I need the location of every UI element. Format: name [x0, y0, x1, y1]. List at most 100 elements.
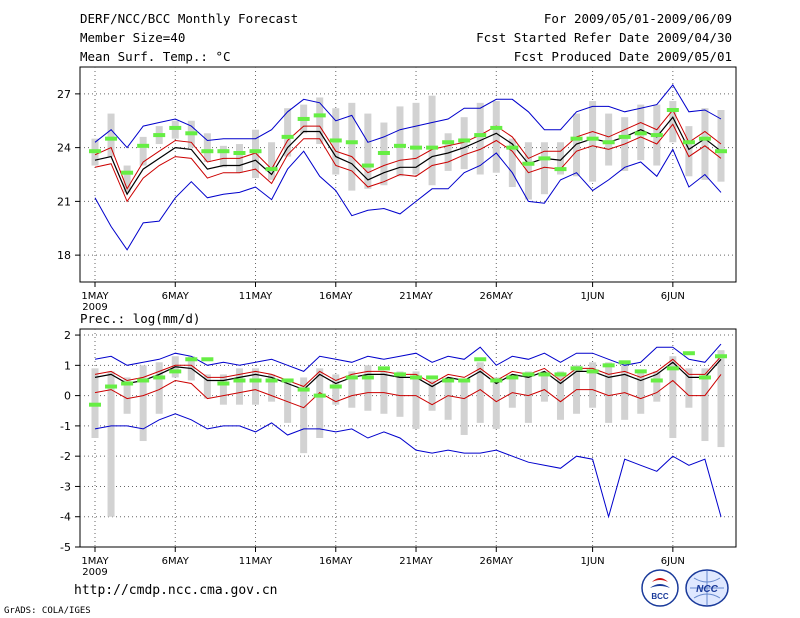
temperature-obs-marker	[377, 151, 390, 155]
precipitation-xtick-label: 11MAY	[239, 556, 273, 567]
temperature-range-box	[219, 145, 227, 168]
temperature-obs-marker	[169, 125, 182, 130]
temperature-obs-marker	[313, 113, 326, 118]
precipitation-range-box	[717, 350, 725, 448]
ncc-logo: NCC	[685, 569, 729, 607]
precipitation-obs-marker	[715, 354, 727, 359]
temperature-range-box	[139, 136, 147, 166]
temperature-range-box	[284, 108, 292, 157]
temperature-range-box	[203, 133, 211, 162]
precipitation-obs-marker	[458, 378, 471, 383]
precipitation-obs-marker	[490, 378, 503, 383]
precipitation-obs-marker	[602, 363, 615, 368]
precipitation-obs-marker	[650, 378, 663, 383]
temperature-obs-marker	[698, 136, 711, 141]
precipitation-obs-marker	[361, 375, 374, 380]
precipitation-xtick-label: 16MAY	[319, 556, 353, 567]
temperature-range-box	[316, 97, 324, 145]
precipitation-obs-marker	[410, 375, 423, 380]
temperature-obs-marker	[522, 161, 535, 166]
temperature-range-box	[717, 110, 725, 182]
temperature-obs-marker	[602, 140, 615, 145]
precipitation-obs-marker	[506, 375, 519, 380]
temperature-label: Mean Surf. Temp.: °C	[80, 49, 231, 64]
precipitation-range-box	[540, 371, 548, 402]
temperature-range-box	[508, 138, 516, 188]
precipitation-obs-marker	[393, 372, 406, 377]
precipitation-range-box	[348, 371, 356, 408]
precipitation-obs-marker	[201, 357, 214, 362]
temperature-range-box	[460, 117, 468, 170]
temperature-range-box	[540, 142, 548, 195]
precipitation-range-box	[653, 371, 661, 402]
temperature-spread-lo-line	[94, 123, 722, 203]
precipitation-range-box	[300, 377, 308, 454]
temperature-range-box	[685, 126, 693, 177]
precipitation-range-box	[685, 368, 693, 408]
precipitation-ytick-label: -5	[60, 541, 71, 554]
temperature-spread-hi-line	[94, 109, 722, 190]
produced-date-label: Fcst Produced Date 2009/05/01	[513, 49, 732, 64]
precipitation-obs-marker	[618, 360, 631, 365]
precipitation-xtick-label: 6MAY	[162, 556, 190, 567]
precipitation-obs-marker	[297, 387, 310, 392]
temperature-obs-marker	[361, 163, 374, 168]
temperature-range-box	[268, 142, 276, 180]
temperature-ytick-label: 24	[57, 142, 71, 155]
temperature-lower-line	[94, 148, 722, 251]
temperature-obs-marker	[233, 151, 246, 155]
temperature-range-box	[412, 102, 420, 175]
precipitation-ytick-label: -3	[60, 480, 71, 493]
grads-credit: GrADS: COLA/IGES	[4, 606, 91, 616]
temperature-range-box	[573, 113, 581, 177]
temperature-obs-marker	[281, 134, 294, 139]
precipitation-range-box	[155, 362, 163, 414]
temperature-obs-marker	[490, 125, 503, 130]
precipitation-obs-marker	[474, 357, 487, 362]
source-url[interactable]: http://cmdp.ncc.cma.gov.cn	[74, 583, 278, 598]
precipitation-obs-marker	[105, 384, 118, 389]
temperature-range-box	[348, 102, 356, 191]
temperature-obs-marker	[426, 145, 439, 150]
temperature-obs-marker	[249, 149, 262, 154]
temperature-obs-marker	[137, 143, 150, 148]
precipitation-range-box	[107, 371, 115, 517]
precipitation-range-box	[268, 374, 276, 402]
temperature-obs-marker	[618, 134, 631, 139]
precipitation-range-box	[219, 374, 227, 405]
precipitation-mean-line	[94, 358, 722, 391]
precipitation-obs-marker	[634, 369, 647, 374]
temperature-xtick-label: 1JUN	[581, 291, 605, 302]
precipitation-range-box	[589, 362, 597, 408]
precipitation-range-box	[476, 362, 484, 423]
precipitation-obs-marker	[698, 375, 711, 380]
precipitation-obs-marker	[586, 369, 599, 374]
temperature-obs-marker	[506, 145, 519, 150]
precipitation-range-box	[123, 377, 131, 414]
precipitation-frame	[79, 328, 737, 548]
precipitation-ytick-label: -2	[60, 450, 71, 463]
temperature-obs-marker	[89, 149, 101, 154]
temperature-range-box	[364, 113, 372, 189]
precipitation-xtick-label: 1MAY	[81, 556, 109, 567]
precipitation-obs-marker	[169, 369, 182, 374]
precipitation-obs-marker	[249, 378, 262, 383]
precipitation-label: Prec.: log(mm/d)	[80, 311, 200, 326]
temperature-panel: 18 21 24 27 1MAY 6MAY 11MAY 16MAY 21MAY 26MAY 1JUN…	[57, 66, 737, 313]
temperature-obs-marker	[682, 140, 695, 145]
temperature-obs-marker	[329, 138, 342, 143]
precipitation-obs-marker	[137, 378, 150, 383]
precipitation-xtick-label: 6JUN	[661, 556, 685, 567]
temperature-obs-marker	[105, 136, 118, 141]
temperature-range-box	[396, 106, 404, 177]
precipitation-range-box	[460, 380, 468, 435]
precipitation-ytick-label: 1	[64, 359, 71, 372]
precipitation-range-box	[637, 371, 645, 414]
precipitation-obs-marker	[185, 357, 198, 362]
precipitation-range-box	[508, 374, 516, 408]
precipitation-ytick-label: 2	[64, 329, 71, 342]
precipitation-range-box	[556, 371, 564, 420]
precipitation-obs-marker	[538, 372, 551, 377]
